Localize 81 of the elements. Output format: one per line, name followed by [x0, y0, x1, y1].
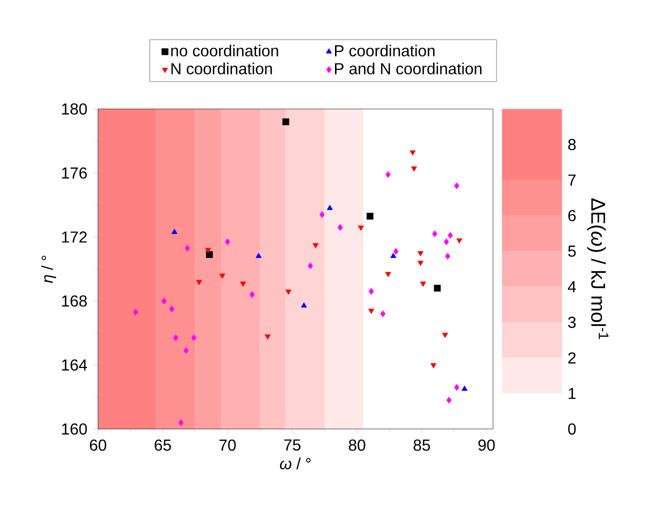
legend-label: N coordination [171, 62, 272, 74]
point [418, 251, 424, 256]
point [264, 334, 271, 340]
point [393, 248, 398, 255]
point [319, 211, 325, 218]
x-tick-label: 70 [219, 440, 236, 451]
color-bar-label: 0 [568, 423, 576, 435]
point [386, 171, 391, 178]
point [420, 282, 426, 287]
point [240, 282, 246, 287]
point [183, 347, 189, 354]
point [462, 386, 468, 391]
y-tick-label: 160 [62, 423, 87, 435]
point [418, 260, 424, 266]
y-tick-label: 172 [62, 231, 87, 243]
point [308, 262, 313, 270]
x-tick-label: 90 [478, 440, 495, 451]
color-bar-title: ΔE(ω) / kJ mol$^{-1}$ [587, 198, 608, 340]
point [410, 150, 416, 156]
point [173, 334, 178, 342]
point [285, 290, 292, 295]
x-axis-title: ω / ° [280, 458, 311, 470]
point [300, 302, 307, 308]
point [454, 384, 460, 391]
point [456, 238, 462, 244]
point [385, 272, 392, 278]
x-tick-label: 60 [90, 440, 106, 451]
y-tick-label: 176 [62, 167, 87, 179]
color-bar-label: 6 [568, 210, 576, 222]
color-bar-label: 2 [568, 352, 576, 364]
point [161, 298, 167, 304]
x-tick-label: 65 [154, 440, 171, 451]
color-bar-label: 1 [568, 388, 576, 399]
point [432, 230, 438, 238]
point [219, 274, 226, 279]
point [206, 251, 213, 258]
color-bar-label: 3 [568, 316, 576, 328]
point [282, 118, 290, 126]
point [390, 252, 396, 258]
point [196, 280, 202, 286]
y-tick-label: 164 [62, 359, 88, 371]
point [250, 291, 255, 298]
point [326, 204, 333, 210]
point [224, 238, 230, 246]
color-bar-label: 4 [568, 281, 576, 292]
x-tick-label: 80 [348, 440, 366, 451]
point [169, 306, 174, 312]
point [444, 238, 449, 246]
point [448, 232, 453, 239]
point [368, 308, 374, 314]
color-bar-label: 8 [568, 138, 576, 150]
point [430, 363, 436, 368]
point [191, 334, 196, 342]
x-tick-label: 85 [414, 440, 430, 451]
color-bar-label: 7 [568, 174, 576, 186]
legend-label: P and N coordination [335, 62, 482, 74]
point [445, 252, 450, 260]
point [434, 284, 441, 292]
y-tick-label: 180 [62, 103, 87, 115]
point [366, 212, 374, 220]
point [256, 252, 262, 258]
point [358, 226, 364, 231]
point [454, 182, 460, 190]
point [178, 419, 184, 426]
point [380, 310, 386, 318]
point [338, 224, 343, 231]
point [205, 248, 212, 254]
point [446, 396, 452, 404]
legend-label: P coordination [335, 44, 435, 56]
point [368, 288, 374, 295]
point [411, 166, 417, 172]
point [312, 243, 319, 248]
y-axis-title: η / ° [41, 256, 56, 283]
point [442, 332, 448, 338]
y-tick-label: 168 [62, 295, 87, 307]
point [132, 308, 138, 316]
x-tick-label: 75 [284, 439, 300, 451]
legend-label: no coordination [171, 44, 278, 56]
point [171, 228, 178, 234]
color-bar-label: 5 [568, 246, 576, 257]
point [184, 244, 190, 252]
